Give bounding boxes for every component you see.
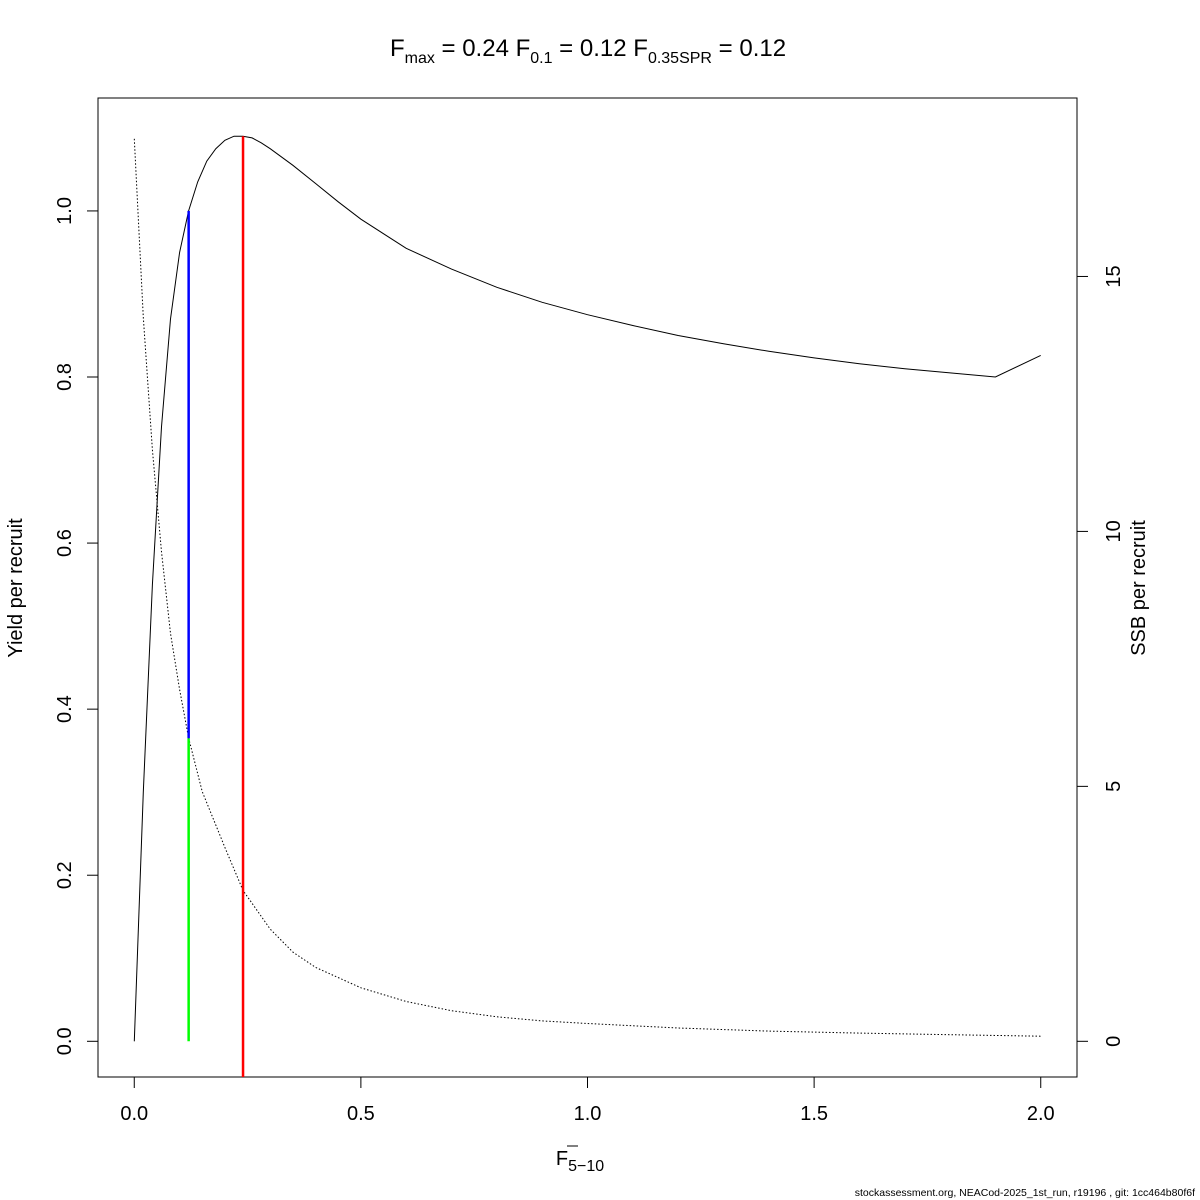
- fspr-value: 0.12: [739, 35, 786, 62]
- y-right-tick-label: 0: [1103, 1036, 1125, 1047]
- plot-frame: [97, 97, 1078, 1078]
- chart-title: Fmax = 0.24 F0.1 = 0.12 F0.35SPR = 0.12: [390, 35, 786, 67]
- x-axis: 0.0 0.5 1.0 1.5 2.0: [120, 1076, 1055, 1125]
- y-right-tick-label: 5: [1103, 781, 1125, 792]
- f01-subscript: 0.1: [530, 50, 552, 67]
- footer-note: stockassessment.org, NEACod-2025_1st_run…: [855, 1187, 1195, 1199]
- f01-label: F: [516, 35, 531, 62]
- y-axis-left-title: Yield per recruit: [5, 518, 27, 658]
- x-tick-label: 0.0: [120, 1103, 148, 1125]
- y-axis-left: 0.0 0.2 0.4 0.6 0.8 1.0: [54, 197, 99, 1055]
- y-left-tick-label: 0.2: [54, 861, 76, 889]
- x-tick-label: 1.5: [800, 1103, 828, 1125]
- f01-value: 0.12: [580, 35, 627, 62]
- fmax-value: 0.24: [462, 35, 509, 62]
- y-axis-right-title: SSB per recruit: [1128, 520, 1150, 656]
- y-axis-right: 0 5 10 15: [1076, 265, 1125, 1047]
- y-left-tick-label: 0.8: [54, 363, 76, 391]
- x-axis-title-base: F: [556, 1148, 568, 1170]
- y-left-tick-label: 0.6: [54, 529, 76, 557]
- x-tick-label: 1.0: [574, 1103, 602, 1125]
- x-axis-title-subscript: 5−10: [568, 1158, 604, 1175]
- fmax-subscript: max: [405, 50, 435, 67]
- x-axis-title: F5−10: [556, 1148, 604, 1175]
- y-right-tick-label: 15: [1103, 265, 1125, 287]
- yield-per-recruit-line: [133, 135, 1041, 1042]
- x-tick-label: 0.5: [347, 1103, 375, 1125]
- fspr-subscript: 0.35SPR: [648, 50, 712, 67]
- y-left-tick-label: 0.4: [54, 695, 76, 723]
- x-tick-label: 2.0: [1027, 1103, 1055, 1125]
- y-left-tick-label: 0.0: [54, 1027, 76, 1055]
- y-right-tick-label: 10: [1103, 520, 1125, 542]
- ssb-per-recruit-line: [133, 138, 1041, 1037]
- reference-lines: [187, 136, 245, 1077]
- fmax-label: F: [390, 35, 405, 62]
- y-left-tick-label: 1.0: [54, 197, 76, 225]
- series-layer: [133, 135, 1041, 1042]
- fspr-label: F: [633, 35, 648, 62]
